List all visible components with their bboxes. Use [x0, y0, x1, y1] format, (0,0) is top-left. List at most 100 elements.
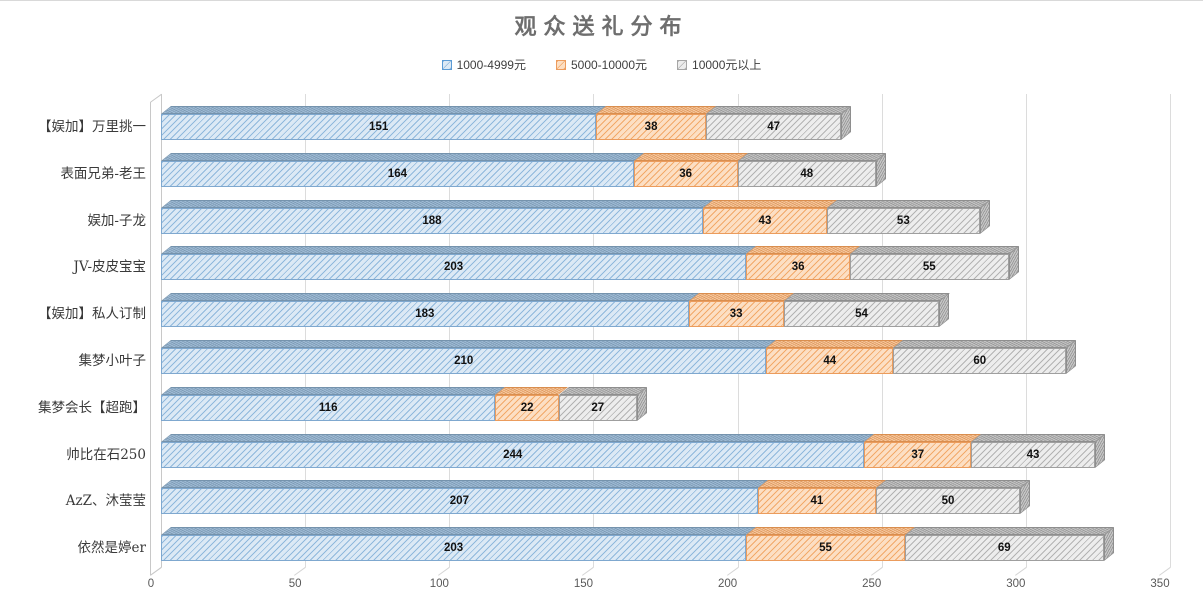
x-axis-tick-label: 300 — [1006, 578, 1026, 590]
bar-value-label: 38 — [644, 121, 658, 133]
bar-segment — [558, 394, 637, 421]
bar-segment — [875, 488, 1021, 515]
bar-segment — [746, 535, 905, 562]
legend-item-tier3: 10000元以上 — [677, 56, 761, 73]
x-axis-tick-label: 100 — [429, 578, 449, 590]
bar-segment-top-face — [633, 152, 748, 161]
bar-segment-top-face — [558, 386, 647, 395]
bar-value-label: 183 — [415, 308, 435, 321]
bar-segment — [688, 301, 784, 328]
legend-swatch-gray-icon — [677, 59, 688, 70]
legend-item-tier1: 1000-4999元 — [441, 56, 526, 73]
gridline — [449, 94, 451, 567]
bar-segment — [161, 488, 758, 515]
bar-segment — [161, 207, 703, 234]
bar-segment-top-face — [766, 340, 904, 348]
legend-item-tier2: 5000-10000元 — [555, 56, 648, 73]
bar-value-label: 69 — [997, 542, 1011, 555]
bar-segment-top-face — [161, 246, 757, 255]
bar-segment-top-face — [495, 386, 569, 395]
wall-line-back — [161, 94, 162, 567]
bar-value-label: 53 — [896, 214, 910, 227]
bar-value-label: 55 — [819, 542, 832, 555]
legend-swatch-orange-icon — [555, 59, 566, 70]
bar-segment — [850, 254, 1009, 281]
bar-segment-top-face — [161, 433, 875, 442]
bar-end-cap — [939, 293, 950, 328]
bar-value-label: 244 — [503, 448, 523, 461]
bar-segment-top-face — [875, 480, 1031, 489]
bar-segment-top-face — [161, 106, 607, 114]
bar-end-cap — [1008, 246, 1019, 281]
legend-label: 10000元以上 — [692, 58, 762, 72]
bar-value-label: 164 — [387, 167, 407, 180]
x-axis-tick-label: 250 — [862, 578, 882, 590]
bar-value-label: 22 — [520, 401, 534, 414]
category-label: 集梦会长【超跑】 — [38, 399, 146, 416]
category-label: 【娱加】私人订制 — [38, 306, 146, 323]
bar-value-label: 50 — [941, 495, 955, 508]
bar-segment — [737, 160, 876, 187]
bar-segment — [495, 394, 559, 421]
bar-segment — [893, 348, 1067, 374]
category-label: 依然是婷er — [77, 540, 146, 557]
bar-segment — [864, 441, 972, 468]
bar-value-label: 60 — [973, 355, 987, 367]
floor-tick — [726, 567, 739, 576]
bar-segment — [904, 535, 1104, 562]
bar-segment — [596, 114, 706, 140]
bar-segment-top-face — [864, 433, 982, 442]
bar-end-cap — [1020, 480, 1031, 515]
bar-value-label: 54 — [855, 308, 868, 321]
gridline — [593, 94, 595, 567]
bar-segment-top-face — [783, 293, 950, 302]
bar-segment-top-face — [757, 480, 886, 489]
bar-segment-top-face — [705, 106, 852, 114]
floor-tick — [582, 567, 595, 576]
bar-segment-top-face — [746, 246, 860, 255]
bar-value-label: 47 — [767, 121, 780, 133]
floor-tick — [1159, 567, 1171, 576]
bar-segment — [633, 160, 738, 187]
category-label: 娱加-子龙 — [87, 212, 146, 229]
bar-value-label: 44 — [823, 355, 837, 367]
floor-tick — [1014, 567, 1027, 576]
bar-segment-top-face — [161, 386, 506, 395]
legend-label: 1000-4999元 — [456, 58, 526, 72]
bar-value-label: 43 — [758, 214, 772, 227]
bar-value-label: 207 — [449, 495, 469, 508]
gridline — [1170, 94, 1171, 567]
bar-segment-top-face — [161, 340, 777, 348]
wall-line-front — [150, 102, 151, 575]
legend-label: 5000-10000元 — [570, 58, 648, 72]
chart-legend: 1000-4999元 5000-10000元 10000元以上 — [0, 56, 1203, 73]
bar-segment-top-face — [893, 340, 1077, 348]
bar-segment-top-face — [688, 293, 794, 302]
bar-end-cap — [1066, 339, 1077, 374]
bar-segment — [161, 535, 747, 562]
bar-segment-top-face — [702, 199, 837, 208]
bar-segment — [161, 254, 747, 281]
bar-segment-top-face — [161, 527, 757, 536]
wall-edge-top — [150, 94, 162, 103]
legend-swatch-blue-icon — [441, 59, 452, 70]
gridline — [1025, 94, 1027, 567]
bar-value-label: 210 — [454, 355, 474, 367]
category-label: AzZ、沐莹莹 — [65, 493, 146, 510]
bar-segment — [161, 394, 496, 421]
bar-value-label: 116 — [318, 401, 338, 414]
bar-value-label: 151 — [369, 121, 389, 133]
bar-segment — [757, 488, 876, 515]
category-label: 表面兄弟-老王 — [60, 165, 146, 182]
bar-value-label: 55 — [922, 261, 936, 274]
bar-segment — [766, 348, 894, 374]
bar-segment-top-face — [971, 433, 1106, 442]
x-axis-tick-label: 200 — [717, 578, 738, 590]
bar-value-label: 48 — [800, 167, 814, 180]
bar-segment-top-face — [904, 527, 1114, 536]
category-label: 帅比在石250 — [66, 446, 146, 463]
bar-value-label: 203 — [444, 542, 464, 555]
x-axis-tick-label: 0 — [147, 578, 155, 590]
